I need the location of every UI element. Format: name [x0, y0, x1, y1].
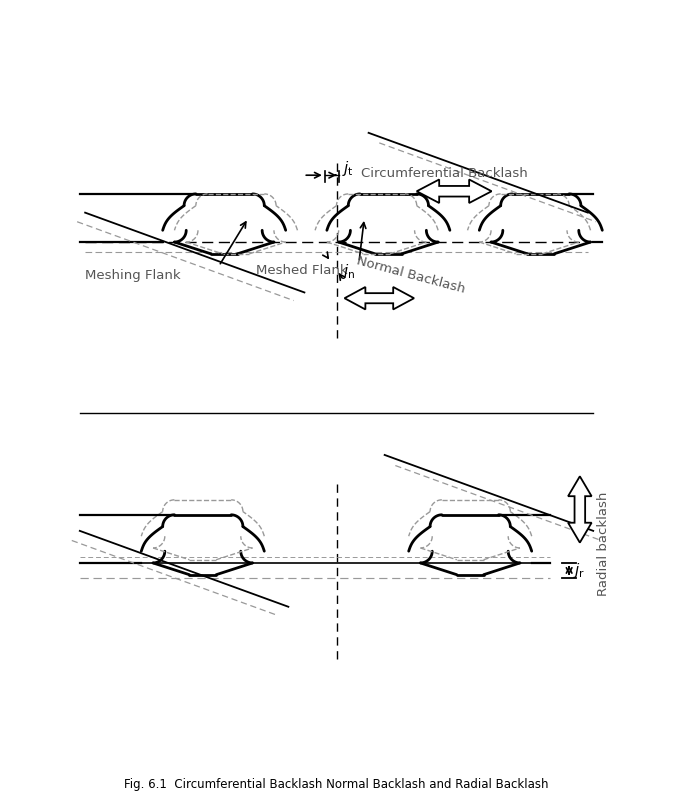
Text: Normal Backlash: Normal Backlash: [355, 254, 466, 296]
Polygon shape: [417, 180, 491, 203]
Polygon shape: [568, 477, 592, 543]
Text: Fig. 6.1  Circumferential Backlash Normal Backlash and Radial Backlash: Fig. 6.1 Circumferential Backlash Normal…: [125, 778, 548, 791]
Text: Meshed Flank: Meshed Flank: [256, 264, 348, 277]
Text: $j_\mathrm{n}$: $j_\mathrm{n}$: [342, 262, 355, 281]
Polygon shape: [345, 287, 414, 309]
Text: Meshing Flank: Meshing Flank: [85, 270, 181, 283]
Text: Circumferential Backlash: Circumferential Backlash: [361, 167, 528, 180]
Text: $j_\mathrm{r}$: $j_\mathrm{r}$: [573, 561, 586, 580]
Text: Radial backlash: Radial backlash: [597, 492, 610, 597]
Text: $j_\mathrm{t}$: $j_\mathrm{t}$: [343, 159, 354, 178]
